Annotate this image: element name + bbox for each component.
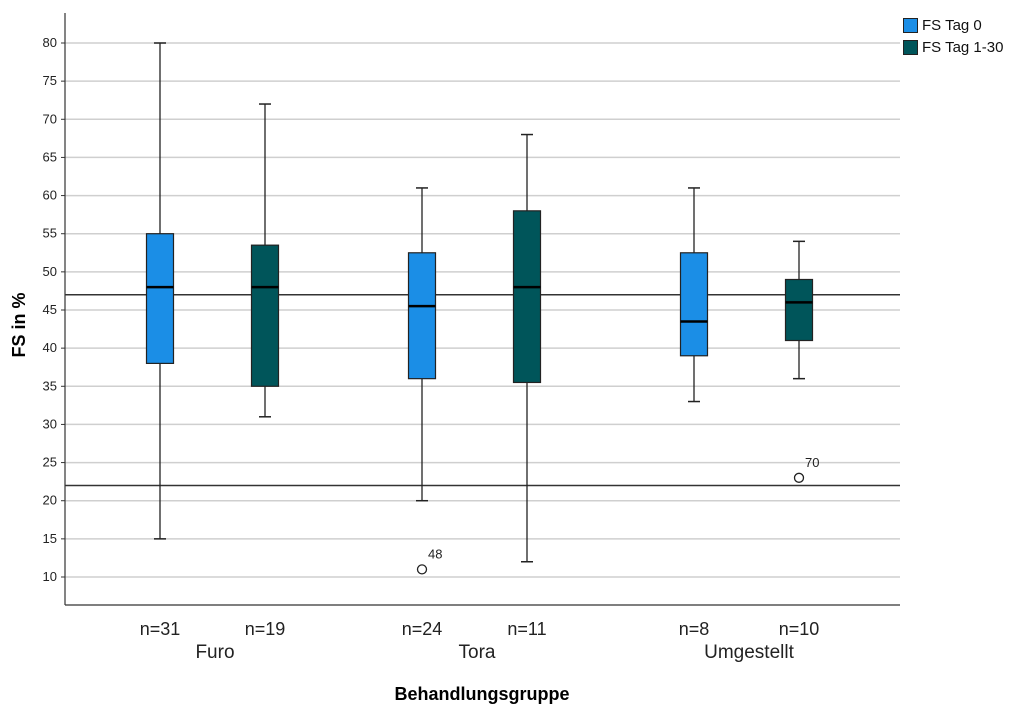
y-tick-label-25: 25 [43,455,57,470]
legend: FS Tag 0 FS Tag 1-30 [903,14,1003,58]
legend-item-fs-tag-1-30: FS Tag 1-30 [903,36,1003,58]
outlier-label-tora-fs-tag-0: 48 [428,546,442,561]
n-label-furo-fs-tag-0: n=31 [140,619,181,639]
legend-swatch-fs-tag-0 [903,17,918,33]
outlier-tora-fs-tag-0 [416,564,428,575]
outlier-label-umgestellt-fs-tag-1-30: 70 [805,455,819,470]
y-tick-label-55: 55 [43,226,57,241]
y-tick-label-75: 75 [43,73,57,88]
y-tick-label-65: 65 [43,149,57,164]
group-label-tora: Tora [459,642,496,663]
box-umgestellt-fs-tag-0 [679,252,709,357]
box-tora-fs-tag-0 [407,252,437,380]
n-label-tora-fs-tag-0: n=24 [402,619,443,639]
box-furo-fs-tag-1-30 [250,244,280,387]
y-tick-label-50: 50 [43,264,57,279]
n-label-umgestellt-fs-tag-0: n=8 [679,619,710,639]
y-tick-label-30: 30 [43,416,57,431]
legend-label-fs-tag-1-30: FS Tag 1-30 [922,38,1004,56]
box-furo-fs-tag-0 [145,233,175,364]
n-label-furo-fs-tag-1-30: n=19 [245,619,286,639]
outlier-umgestellt-fs-tag-1-30 [793,472,805,483]
y-tick-label-60: 60 [43,188,57,203]
y-tick-label-40: 40 [43,340,57,355]
group-label-umgestellt: Umgestellt [704,642,794,663]
legend-item-fs-tag-0: FS Tag 0 [903,14,1003,36]
x-axis-title: Behandlungsgruppe [395,684,570,704]
y-tick-label-80: 80 [43,35,57,50]
group-label-furo: Furo [195,642,234,663]
box-tora-fs-tag-1-30 [512,210,542,384]
y-tick-label-45: 45 [43,302,57,317]
y-tick-label-15: 15 [43,531,57,546]
legend-swatch-fs-tag-1-30 [903,39,918,55]
y-axis-title: FS in % [9,292,29,357]
n-label-umgestellt-fs-tag-1-30: n=10 [779,619,820,639]
n-label-tora-fs-tag-1-30: n=11 [507,619,546,639]
legend-label-fs-tag-0: FS Tag 0 [922,16,982,34]
y-tick-label-10: 10 [43,569,57,584]
y-tick-label-70: 70 [43,111,57,126]
y-tick-label-20: 20 [43,493,57,508]
y-tick-label-35: 35 [43,378,57,393]
box-umgestellt-fs-tag-1-30 [784,278,814,342]
